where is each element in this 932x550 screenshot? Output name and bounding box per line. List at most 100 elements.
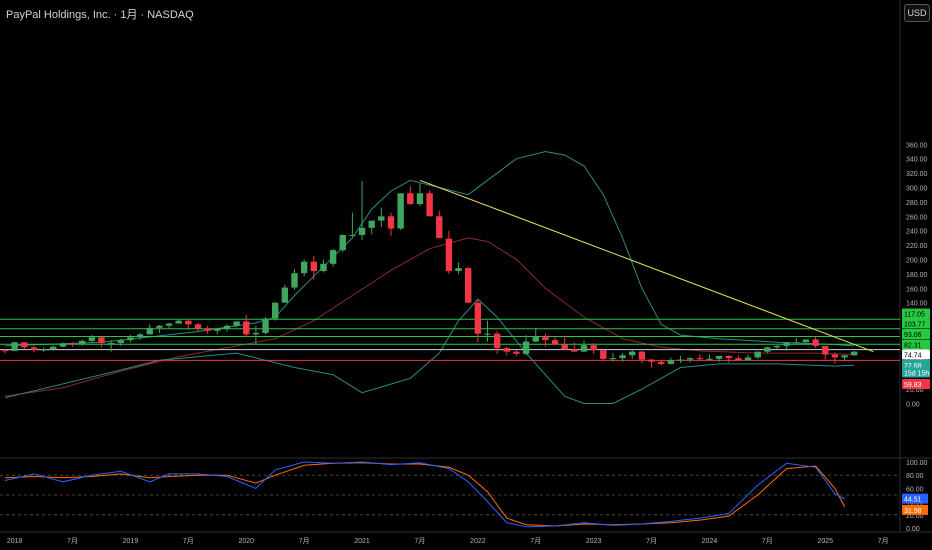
price-label-text: 72.68 (904, 363, 922, 370)
candle-body (802, 339, 810, 343)
candle-body (600, 350, 607, 359)
oscillator-tick-label: 20.00 (906, 513, 924, 520)
candle-body (59, 343, 67, 347)
price-label-text: 82.31 (904, 343, 922, 350)
oscillator-d-value: 31.98 (904, 508, 922, 515)
x-tick-label: 7月 (530, 537, 541, 545)
candle-body (79, 340, 86, 345)
bollinger-bands (4, 150, 855, 404)
candle-body (185, 320, 192, 325)
candle-body (339, 235, 346, 251)
price-label-tag (902, 379, 930, 389)
candle-body (609, 358, 617, 360)
candle-body (629, 351, 636, 356)
x-tick-label: 2019 (123, 538, 139, 545)
candle-body (329, 250, 337, 264)
y-tick-label: 0.00 (906, 402, 920, 409)
oscillator-k-value: 44.51 (904, 497, 922, 504)
candle-body (831, 354, 839, 358)
candle-body (522, 341, 530, 354)
price-label-tag (902, 367, 930, 378)
currency-button[interactable]: USD (904, 4, 930, 22)
price-label-text: 15d 15h (904, 371, 929, 378)
candle-body (117, 340, 124, 344)
candle-body (416, 193, 424, 205)
candle-body (677, 359, 684, 361)
price-label-text: 117.05 (904, 312, 925, 319)
candle-body (30, 347, 38, 351)
candle-body (107, 343, 115, 345)
candle-body (715, 355, 723, 359)
candle-body (542, 336, 549, 341)
candle-body (667, 360, 675, 364)
candle-body (136, 334, 144, 338)
bollinger-basis (4, 237, 855, 397)
x-tick-label: 2025 (817, 538, 833, 545)
y-tick-label: 300.00 (906, 186, 928, 193)
candle-body (793, 342, 800, 344)
candle-body (571, 349, 578, 352)
price-label-tag (902, 339, 930, 350)
candle-body (175, 320, 182, 324)
candle-body (783, 342, 790, 346)
x-tick-label: 7月 (762, 537, 773, 545)
candle-body (735, 358, 742, 361)
candle-body (561, 344, 568, 350)
y-tick-label: 320.00 (906, 171, 928, 178)
candle-body (513, 351, 520, 354)
candle-body (387, 216, 395, 229)
price-label-tag (902, 349, 930, 360)
candle-body (658, 361, 665, 364)
candle-body (638, 351, 646, 360)
oscillator-k-tag (902, 493, 928, 504)
candle-body (532, 336, 539, 342)
candle-body (397, 193, 404, 229)
candle-body (310, 261, 317, 272)
candle-body (320, 263, 327, 272)
candle-body (21, 342, 28, 348)
bollinger-upper (4, 150, 855, 347)
candle-body (648, 359, 655, 362)
candle-body (11, 342, 18, 351)
candle-body (349, 235, 356, 237)
candle-body (194, 324, 202, 329)
candle-body (436, 216, 443, 238)
candle-body (272, 302, 279, 319)
candle-body (503, 348, 510, 352)
candle-body (165, 323, 173, 326)
chart-title: PayPal Holdings, Inc. · 1月 · NASDAQ (6, 9, 194, 21)
y-tick-label: 180.00 (906, 272, 928, 279)
candle-body (262, 318, 269, 333)
candle-body (378, 216, 385, 221)
candle-body (686, 358, 694, 360)
candle-body (764, 347, 771, 352)
candle-body (706, 358, 713, 360)
y-tick-label: 20.00 (906, 387, 924, 394)
candle-body (214, 328, 221, 331)
candle-body (368, 220, 375, 228)
y-tick-label: 360.00 (906, 142, 928, 149)
candle-body (146, 327, 153, 335)
candle-body (358, 227, 366, 236)
x-tick-label: 2020 (238, 538, 254, 545)
candle-body (50, 346, 57, 350)
candle-body (493, 333, 501, 349)
oscillator-tick-label: 60.00 (906, 486, 924, 493)
oscillator-d-line (4, 462, 846, 527)
candle-body (812, 339, 819, 346)
candle-body (223, 325, 231, 329)
candle-body (252, 332, 260, 335)
candle-body (822, 345, 829, 355)
oscillator-tick-label: 80.00 (906, 473, 924, 480)
candle-body (455, 268, 462, 272)
x-tick-label: 2024 (702, 538, 718, 545)
price-label-text: 74.74 (904, 353, 922, 360)
price-label-text: 59.83 (904, 382, 922, 389)
y-tick-label: 160.00 (906, 286, 928, 293)
candle-body (300, 261, 308, 274)
candle-body (243, 321, 250, 335)
candle-body (841, 355, 848, 358)
x-tick-label: 7月 (299, 537, 310, 545)
oscillator-d-tag (902, 504, 928, 515)
